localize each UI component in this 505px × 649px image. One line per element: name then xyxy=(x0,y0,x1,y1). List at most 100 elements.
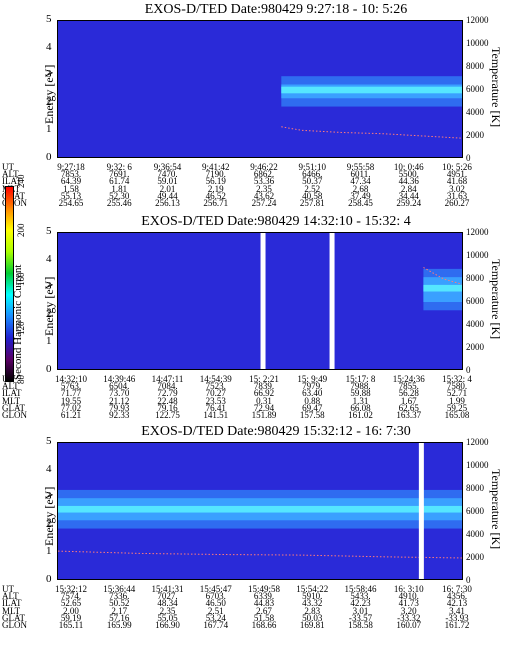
orbit-value: 7988. xyxy=(350,381,371,392)
orbit-value: 257.24 xyxy=(251,198,277,208)
orbit-value: 5910. xyxy=(302,591,323,602)
orbit-value: 59.19 xyxy=(60,612,82,623)
orbit-value: 7839. xyxy=(253,381,275,392)
orbit-value: 151.89 xyxy=(251,410,277,420)
y-axis-right-label: Temperature [K] xyxy=(489,259,503,340)
orbit-value: 53.36 xyxy=(253,176,275,187)
orbit-value: 16: 3:10 xyxy=(393,584,424,594)
y-right-tick-label: 8000 xyxy=(466,273,484,283)
orbit-value: 6011. xyxy=(350,169,371,180)
flux-band-peak xyxy=(281,86,462,94)
y-tick-label: 0 xyxy=(46,573,52,585)
y-right-tick-label: 2000 xyxy=(466,130,484,140)
orbit-value: 9:51:10 xyxy=(298,162,327,172)
orbit-value: 77.02 xyxy=(60,402,82,413)
orbit-value: 15:54:22 xyxy=(296,584,329,594)
flux-band-peak xyxy=(423,284,462,292)
y-tick-label: 4 xyxy=(46,252,52,265)
orbit-row-label: ILAT xyxy=(2,388,22,399)
orbit-value: 51.58 xyxy=(253,612,275,623)
spectrogram-plot xyxy=(57,442,463,580)
orbit-value: 4910. xyxy=(398,591,419,602)
orbit-value: 76.41 xyxy=(205,402,226,413)
orbit-value: 157.58 xyxy=(299,410,325,420)
orbit-value: 56.19 xyxy=(205,176,226,187)
orbit-value: 257.81 xyxy=(299,198,325,208)
orbit-value: 64.39 xyxy=(60,176,82,187)
y-tick-label: 3 xyxy=(46,490,52,503)
orbit-value: 42.13 xyxy=(446,598,468,609)
colorbar-tick: 160 xyxy=(16,272,26,287)
y-right-tick-label: 12000 xyxy=(466,437,489,447)
orbit-value: 6339. xyxy=(253,591,275,602)
orbit-value: 61.21 xyxy=(60,410,82,420)
orbit-value: 2.35 xyxy=(256,183,272,194)
temperature-trace xyxy=(423,267,462,285)
orbit-value: 7027. xyxy=(157,591,178,602)
orbit-value: 42.23 xyxy=(350,598,371,609)
y-right-tick-label: 10000 xyxy=(466,250,489,260)
y-tick-label: 3 xyxy=(46,280,52,293)
orbit-value: 72.79 xyxy=(157,388,178,399)
y-right-tick-label: 10000 xyxy=(466,460,489,470)
orbit-value: 15:41:31 xyxy=(151,584,184,594)
orbit-value: 3.20 xyxy=(400,605,417,616)
orbit-value: 72.94 xyxy=(253,402,275,413)
orbit-value: -33.32 xyxy=(397,612,421,623)
orbit-value: 2.68 xyxy=(352,183,369,194)
orbit-value: 15:32: 4 xyxy=(442,374,472,384)
orbit-value: 15:17: 8 xyxy=(345,374,376,384)
flux-band-peak xyxy=(58,505,462,513)
orbit-row-label: GLAT xyxy=(2,402,25,413)
orbit-value: 256.13 xyxy=(155,198,180,208)
y-right-tick-label: 0 xyxy=(466,153,471,163)
y-tick-label: 2 xyxy=(46,517,52,530)
colorbar-tick: 200 xyxy=(16,223,26,238)
y-axis-right-label: Temperature [K] xyxy=(489,47,503,128)
orbit-value: 79.16 xyxy=(157,402,178,413)
orbit-value: 2.35 xyxy=(159,605,176,616)
orbit-value: 9:41:42 xyxy=(201,162,230,172)
y-axis-right-label: Temperature [K] xyxy=(489,469,503,550)
orbit-value: 19.55 xyxy=(60,395,82,406)
orbit-row-label: ILAT xyxy=(2,598,22,609)
orbit-value: 0.31 xyxy=(256,395,272,406)
y-right-tick-label: 2000 xyxy=(466,342,484,352)
colorbar-tick: 120 xyxy=(16,321,26,336)
orbit-value: 22.48 xyxy=(157,395,178,406)
orbit-value: 15:45:47 xyxy=(199,584,232,594)
orbit-value: 46.50 xyxy=(205,598,226,609)
orbit-value: 254.65 xyxy=(58,198,84,208)
orbit-value: 55.13 xyxy=(60,190,82,201)
y-tick-label: 2 xyxy=(46,307,52,320)
orbit-value: 7470. xyxy=(157,169,178,180)
orbit-value: 2.17 xyxy=(111,605,128,616)
spectrogram-canvas xyxy=(58,443,462,579)
orbit-value: 9:27:18 xyxy=(57,162,85,172)
orbit-row-label: ALT xyxy=(2,169,19,180)
y-tick-label: 0 xyxy=(46,363,52,375)
orbit-value: 7580. xyxy=(446,381,468,392)
orbit-value: 6862. xyxy=(253,169,275,180)
orbit-value: 15:32:12 xyxy=(54,584,88,594)
orbit-value: 7853. xyxy=(60,169,82,180)
data-gap xyxy=(329,233,335,369)
orbit-value: 21.12 xyxy=(109,395,130,406)
orbit-value: 2.67 xyxy=(256,605,272,616)
orbit-value: 16: 7:30 xyxy=(442,584,472,594)
orbit-value: 9:36:54 xyxy=(153,162,182,172)
y-right-tick-label: 8000 xyxy=(466,61,484,71)
orbit-value: 169.81 xyxy=(299,620,325,630)
orbit-value: 59.25 xyxy=(446,402,468,413)
orbit-value: 7691. xyxy=(109,169,130,180)
y-right-tick-label: 4000 xyxy=(466,107,484,117)
orbit-value: 259.24 xyxy=(396,198,422,208)
orbit-value: 5433. xyxy=(350,591,371,602)
orbit-value: 3.01 xyxy=(352,605,369,616)
y-tick-label: 5 xyxy=(46,13,52,25)
orbit-value: 6466. xyxy=(302,169,323,180)
orbit-value: 258.45 xyxy=(348,198,373,208)
y-right-tick-label: 0 xyxy=(466,575,471,585)
orbit-value: 69.47 xyxy=(302,402,323,413)
data-gap xyxy=(418,443,424,579)
